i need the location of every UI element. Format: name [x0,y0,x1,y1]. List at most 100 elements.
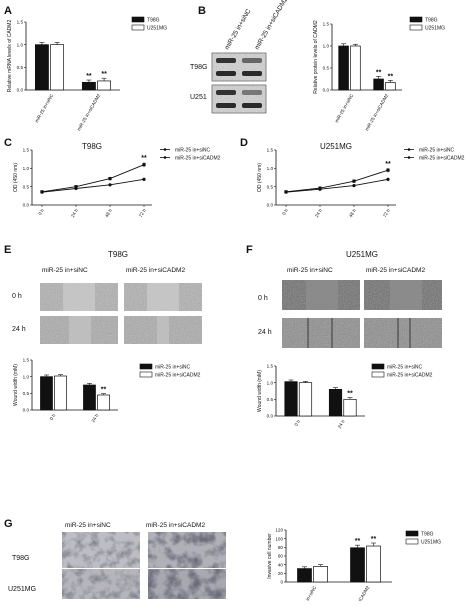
bar [50,44,65,91]
chart-c: T98G 0.0 0.5 1.0 1.5 OD (450 nm) 0 h 24 h 48 h 72… [13,142,221,218]
legend-swatch [409,16,423,23]
bar [81,81,96,91]
y-tick-label: 1.0 [17,42,24,47]
blot-col-label-sicadm2: miR-25 in+siCADM2 [254,0,290,51]
y-tick-label: 1.5 [323,22,330,27]
data-point [352,179,356,183]
legend-label: U251MG [421,540,441,546]
significance-mark: ** [347,391,353,398]
bar [385,82,396,91]
x-tick-label: 0 h [37,208,45,216]
data-point [386,177,390,181]
y-axis-label: Wound width (mM) [13,364,19,406]
legend-swatch [131,16,145,23]
micrograph [364,280,442,310]
bar [297,568,312,583]
y-axis-label: Invasive cell number [267,533,273,579]
bar [350,45,361,91]
chart-a: 0.0 0.5 1.0 1.5 Relative mRNA levels of CADM… [7,16,167,132]
chart-d: U251MG 0.0 0.5 1.0 1.5 OD (450 nm) 0 h 24 h 48 h… [257,142,465,218]
legend-label: miR-25 in+siNC [175,148,211,154]
y-tick-label: 0.0 [267,203,274,208]
legend-swatch [405,530,419,537]
panel-letter-f: F [246,244,253,256]
blot-band [216,90,236,95]
data-point [74,185,78,189]
x-tick-label: 72 h [382,208,391,219]
image-row-label-t98g: T98G [12,555,30,562]
legend-marker [163,156,167,159]
series-line [285,178,389,193]
significance-mark: ** [376,69,382,76]
legend-label: U251MG [425,26,445,32]
bar [97,80,112,91]
blot-row-label-u251: U251 [190,94,207,101]
y-tick-label: 0 [280,580,283,585]
x-tick-label: miR-25 in+siCADM2 [76,93,101,132]
legend-label: miR-25 in+siNC [419,148,455,154]
significance-mark: ** [101,387,107,394]
legend-label: miR-25 in+siCADM2 [419,156,465,162]
bar [54,375,67,411]
image-title-t98g: T98G [108,250,128,259]
x-tick-label: miR-25 in+siNC [297,584,318,601]
chart-e: 0.0 0.5 1.0 1.5 Wound width (mM) 0 h ** 24 h miR… [13,358,201,424]
y-axis-label: Relative mRNA levels of CADM2 [7,20,13,93]
image-row-label-0h: 0 h [12,293,22,300]
legend-swatch [139,371,153,378]
series-line [41,164,145,193]
x-tick-label: 0 h [281,208,289,216]
image-col-label-sinc: miR-25 in+siNC [42,267,88,274]
blot-noise-1 [212,53,266,81]
panel-letter-g: G [4,518,13,530]
data-point [352,183,356,188]
y-tick-label: 1.5 [267,364,274,369]
y-tick-label: 0.0 [23,203,30,208]
blot-noise-2 [212,85,266,113]
y-tick-label: 1.5 [23,148,30,153]
micrograph [282,280,360,310]
panel-letter-e: E [4,244,11,256]
x-tick-label: miR-25 in+siNC [34,92,55,123]
y-tick-label: 0.5 [323,66,330,71]
y-tick-label: 0.0 [267,414,274,419]
y-tick-label: 0.0 [17,88,24,93]
panel-letter-b: B [198,5,206,17]
y-tick-label: 20 [278,571,284,576]
legend-swatch [371,371,385,378]
significance-mark: ** [371,536,377,543]
y-tick-label: 80 [278,545,284,550]
y-tick-label: 1.0 [267,166,274,171]
legend-marker [407,156,411,159]
panel-letter-a: A [4,5,12,17]
y-tick-label: 1.0 [267,380,274,385]
y-tick-label: 0.5 [267,184,274,189]
y-tick-label: 1.0 [323,44,330,49]
image-col-label-sinc: miR-25 in+siNC [65,522,111,529]
image-col-label-sinc: miR-25 in+siNC [287,267,333,274]
legend-label: miR-25 in+siCADM2 [175,156,221,162]
y-tick-label: 100 [275,536,283,541]
blot-band [242,71,262,76]
y-tick-label: 60 [278,554,284,559]
image-row-label-u251mg: U251MG [8,586,36,593]
blot-col-label-sinc: miR-25 in+siNC [224,8,253,51]
bar [34,44,49,91]
data-point [386,168,390,172]
micrograph [124,316,202,344]
x-tick-label: 0 h [294,419,302,427]
legend-swatch [409,24,423,31]
bar [366,545,381,583]
bar [298,382,313,417]
bar [284,381,298,417]
data-point [284,190,288,194]
micrograph [62,569,140,599]
wound-images-u251mg: U251MG miR-25 in+siNC miR-25 in+siCADM2 … [258,250,442,348]
bar [343,398,357,417]
x-tick-label: miR-25 in+siNC [334,92,355,123]
legend-swatch [405,538,419,545]
y-tick-label: 1.0 [23,374,30,379]
data-point [108,183,112,187]
bar [373,78,384,91]
significance-mark: ** [86,73,92,80]
